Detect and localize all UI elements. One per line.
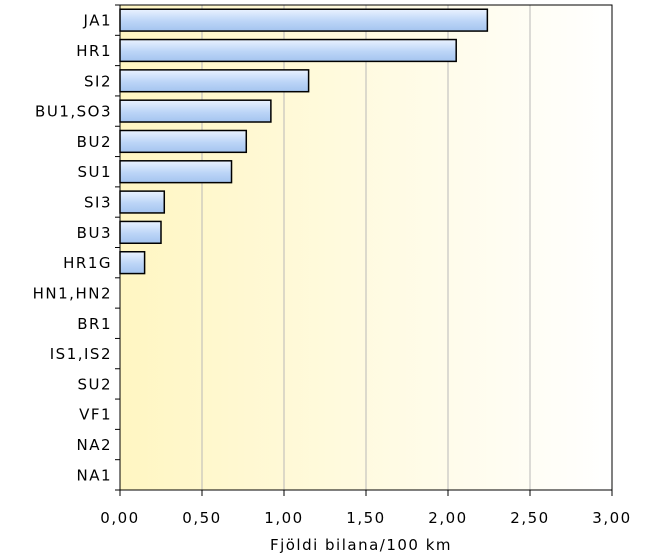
x-tick-label: 0,50 — [182, 509, 221, 527]
x-tick-label: 1,50 — [346, 509, 385, 527]
category-label: BU1,SO3 — [35, 103, 112, 121]
bar — [120, 252, 145, 274]
category-label: NA1 — [76, 466, 112, 484]
x-tick-label: 0,00 — [100, 509, 139, 527]
bar — [120, 70, 309, 92]
category-label: BU3 — [77, 224, 112, 242]
bar — [120, 40, 456, 62]
category-label: SI2 — [84, 72, 112, 90]
bar — [120, 9, 487, 31]
x-tick-label: 2,00 — [428, 509, 467, 527]
category-label: SI3 — [84, 194, 112, 212]
bar — [120, 161, 232, 183]
category-label: HR1 — [76, 42, 112, 60]
bar — [120, 221, 161, 243]
category-label: JA1 — [83, 12, 112, 30]
x-tick-label: 3,00 — [592, 509, 631, 527]
category-label: SU1 — [77, 163, 112, 181]
category-label: BU2 — [77, 133, 112, 151]
x-tick-label: 2,50 — [510, 509, 549, 527]
bar — [120, 130, 246, 152]
category-label: HN1,HN2 — [33, 284, 112, 302]
category-label: HR1G — [63, 254, 112, 272]
category-label: NA2 — [76, 436, 112, 454]
x-axis-title: Fjöldi bilana/100 km — [270, 536, 452, 554]
x-axis: 0,00 0,50 1,00 1,50 2,00 2,50 3,00 — [100, 490, 631, 527]
bar — [120, 100, 271, 122]
category-label: VF1 — [79, 406, 112, 424]
y-axis-labels: JA1 HR1 SI2 BU1,SO3 BU2 SU1 SI3 BU3 HR1G HN1,HN2 B… — [33, 5, 120, 490]
bar — [120, 191, 164, 213]
category-label: BR1 — [77, 315, 112, 333]
category-label: SU2 — [77, 375, 112, 393]
x-tick-label: 1,00 — [264, 509, 303, 527]
category-label: IS1,IS2 — [50, 345, 112, 363]
